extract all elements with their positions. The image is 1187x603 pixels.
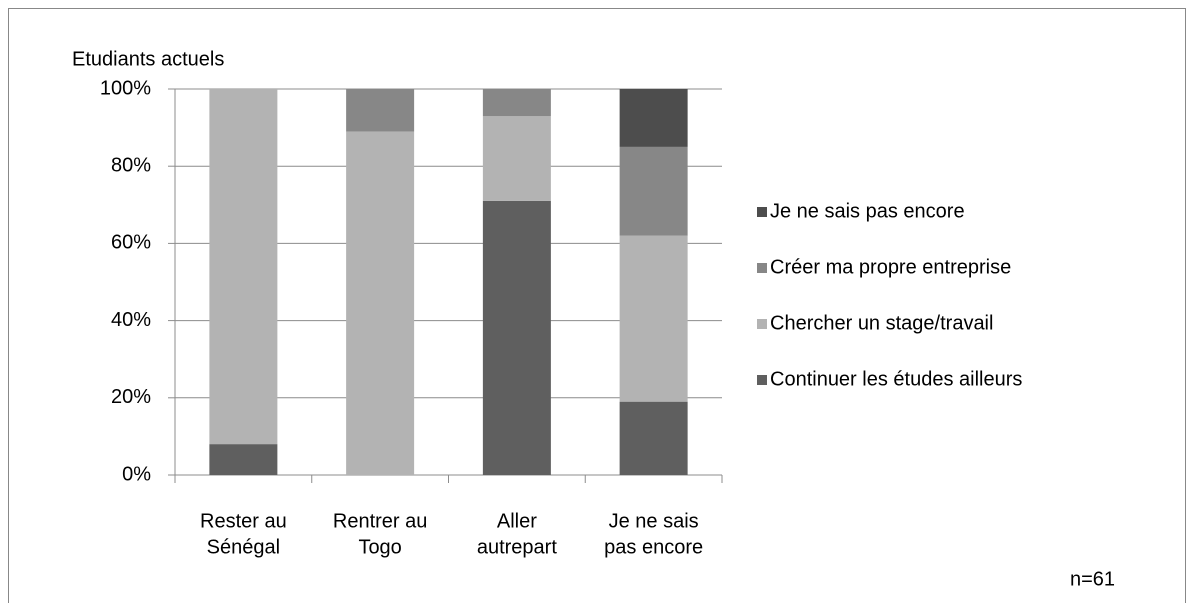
bar-segment <box>482 116 551 201</box>
bar-segment <box>346 89 415 132</box>
legend-swatch <box>757 207 767 217</box>
x-tick-label: autrepart <box>477 536 557 558</box>
x-tick-label: pas encore <box>604 536 703 558</box>
bar-segment <box>619 235 688 402</box>
legend-label: Continuer les études ailleurs <box>770 368 1022 390</box>
bar-segment <box>482 89 551 117</box>
legend-label: Créer ma propre entreprise <box>770 256 1011 278</box>
y-tick-label: 40% <box>111 309 151 331</box>
legend-label: Chercher un stage/travail <box>770 312 993 334</box>
bar-segment <box>619 401 688 475</box>
y-tick-label: 80% <box>111 154 151 176</box>
legend-swatch <box>757 319 767 329</box>
bar-segment <box>346 131 415 475</box>
legend-label: Je ne sais pas encore <box>770 200 965 222</box>
bar-segment <box>619 146 688 236</box>
bar-segment <box>209 89 278 445</box>
x-tick-label: Je ne sais <box>609 510 699 532</box>
chart-frame <box>8 8 1186 603</box>
x-tick-label: Rentrer au <box>333 510 428 532</box>
legend-swatch <box>757 375 767 385</box>
y-tick-label: 0% <box>122 463 151 485</box>
y-axis-title: Etudiants actuels <box>72 48 224 70</box>
bar-segment <box>209 444 278 475</box>
bar-segment <box>482 200 551 475</box>
y-tick-label: 100% <box>100 77 151 99</box>
x-tick-label: Sénégal <box>207 536 280 558</box>
bar-segment <box>619 89 688 147</box>
x-tick-label: Rester au <box>200 510 287 532</box>
x-tick-label: Togo <box>358 536 401 558</box>
note: n=61 <box>1070 568 1115 590</box>
y-tick-label: 20% <box>111 386 151 408</box>
x-tick-label: Aller <box>497 510 537 532</box>
y-tick-label: 60% <box>111 232 151 254</box>
legend-swatch <box>757 263 767 273</box>
